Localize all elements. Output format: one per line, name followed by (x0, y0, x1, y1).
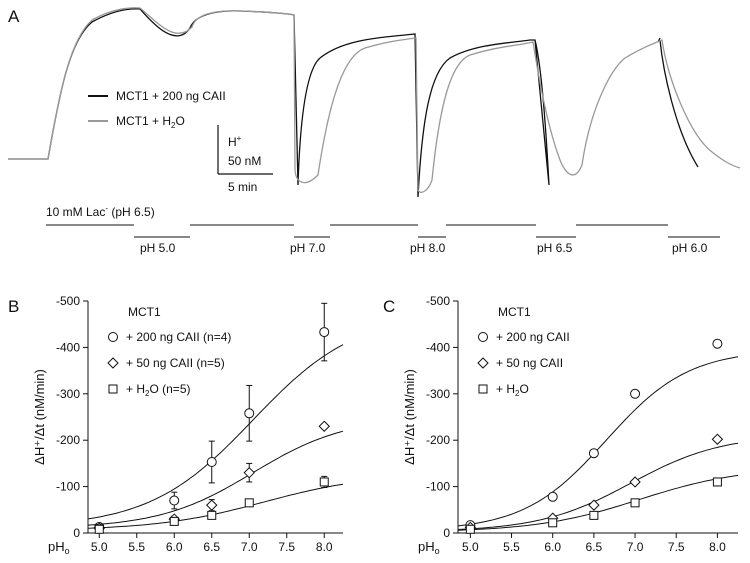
legend-marker-square (478, 384, 488, 394)
data-point-square (319, 477, 329, 487)
x-tick-label: 5.5 (503, 540, 520, 554)
legend-label: + 50 ng CAII (n=5) (126, 356, 225, 370)
protocol-ph-6-5: pH 6.5 (537, 241, 573, 255)
y-tick-label: 0 (73, 526, 80, 540)
scale-x-value: 5 min (228, 180, 257, 194)
legend-marker-diamond (477, 357, 489, 369)
data-point-circle (588, 448, 599, 459)
y-tick-label: 0 (443, 526, 450, 540)
y-tick-label: -200 (426, 433, 450, 447)
data-point-circle (206, 457, 217, 468)
x-tick-label: 7.0 (627, 540, 644, 554)
data-point-square (630, 498, 640, 508)
y-tick-label: -400 (56, 340, 80, 354)
fit-curve-diamond (87, 430, 344, 526)
x-tick-label: 7.0 (241, 540, 258, 554)
legend-label: + 200 ng CAII (496, 330, 570, 344)
data-point-circle (244, 408, 255, 419)
chart-b: 0 -100 -200 -300 -400 -500 5.0 5.5 6.0 6.5 7.0 7.5 8… (32, 294, 344, 556)
panel-label-a: A (8, 7, 20, 26)
data-point-diamond (711, 433, 724, 445)
legend-label-h2o: MCT1 + H2O (116, 114, 185, 130)
legend-marker-diamond (107, 357, 119, 369)
fit-curve-circle (457, 356, 739, 527)
data-point-diamond (206, 499, 218, 511)
panel-label-c: C (383, 297, 395, 316)
data-point-diamond (243, 466, 255, 479)
y-tick-label: -100 (426, 480, 450, 494)
trace-plot (8, 7, 741, 198)
legend-label-caii: MCT1 + 200 ng CAII (116, 89, 226, 103)
data-point-circle (712, 338, 723, 349)
x-tick-label: 6.5 (586, 540, 603, 554)
legend-marker-square (108, 384, 118, 394)
fit-curve-square (457, 474, 739, 531)
data-point-circle (319, 327, 330, 338)
y-tick-label: -100 (56, 480, 80, 494)
scale-y-value: 50 nM (228, 154, 261, 168)
protocol-bars (46, 224, 720, 238)
data-point-square (589, 510, 599, 520)
y-tick-label: -200 (56, 433, 80, 447)
fit-curve-diamond (457, 442, 739, 530)
y-tick-label: -400 (426, 340, 450, 354)
data-point-diamond (318, 420, 330, 432)
y-tick-label: -300 (56, 387, 80, 401)
data-point-diamond (588, 499, 600, 511)
chart-c: 0 -100 -200 -300 -400 -500 5.0 5.5 6.0 6.5 7.0 7.5 8… (402, 294, 739, 556)
x-axis-label: pHo (48, 539, 70, 556)
y-tick-label: -300 (426, 387, 450, 401)
data-point-square (94, 524, 104, 534)
y-tick-label: -500 (426, 294, 450, 308)
data-point-square (548, 518, 558, 528)
x-tick-label: 6.0 (166, 540, 183, 554)
x-tick-label: 8.0 (316, 540, 333, 554)
x-tick-label: 5.0 (462, 540, 479, 554)
data-point-square (169, 516, 179, 526)
legend-label: + 50 ng CAII (496, 356, 563, 370)
chart-title: MCT1 (128, 305, 161, 319)
protocol-ph-8: pH 8.0 (410, 241, 446, 255)
legend-label: + H2O (496, 382, 529, 398)
x-tick-label: 7.5 (668, 540, 685, 554)
trace-mct1-h2o (8, 7, 741, 193)
legend-label: + 200 ng CAII (n=4) (126, 330, 231, 344)
fit-curve-circle (87, 344, 344, 520)
y-axis-label: ΔH⁺/Δt (nM/min) (32, 369, 47, 465)
protocol-ph-7: pH 7.0 (290, 241, 326, 255)
protocol-baseline-label: 10 mM Lac- (pH 6.5) (46, 204, 155, 219)
data-point-circle (169, 495, 180, 506)
x-tick-label: 6.0 (544, 540, 561, 554)
y-tick-label: -500 (56, 294, 80, 308)
scale-bar: H+ 50 nM 5 min (217, 125, 273, 194)
data-point-square (244, 498, 254, 508)
x-tick-label: 5.5 (128, 540, 145, 554)
data-point-circle (630, 388, 641, 399)
trace-mct1-caii (8, 8, 699, 198)
panel-label-b: B (8, 297, 19, 316)
x-tick-label: 7.5 (278, 540, 295, 554)
data-point-square (712, 477, 722, 487)
data-point-square (207, 510, 217, 520)
data-point-square (465, 524, 475, 534)
protocol-ph-5: pH 5.0 (140, 241, 176, 255)
x-tick-label: 8.0 (709, 540, 726, 554)
x-tick-label: 6.5 (203, 540, 220, 554)
chart-title: MCT1 (498, 305, 531, 319)
legend-marker-circle (108, 332, 118, 342)
y-axis-label: ΔH⁺/Δt (nM/min) (402, 369, 417, 465)
legend-marker-circle (478, 332, 488, 342)
legend-label: + H2O (n=5) (126, 382, 190, 398)
data-point-circle (547, 491, 558, 502)
trace-legend: MCT1 + 200 ng CAII MCT1 + H2O (88, 89, 226, 130)
data-point-diamond (629, 476, 641, 488)
protocol-ph-6: pH 6.0 (672, 241, 708, 255)
scale-unit: H+ (228, 134, 242, 149)
x-axis-label: pHo (418, 539, 440, 556)
x-tick-label: 5.0 (91, 540, 108, 554)
